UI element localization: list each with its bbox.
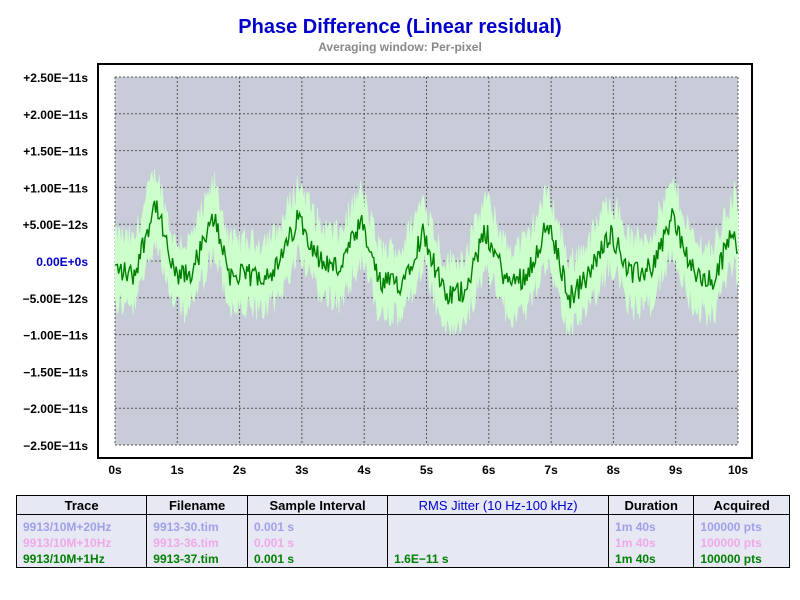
series-line [114,200,739,309]
y-tick-label: +2.00E−11s [23,108,88,122]
cell-acquired: 100000 pts [693,551,790,568]
y-tick-label: +1.50E−11s [23,145,88,159]
header-duration: Duration [608,495,695,515]
header-acquired: Acquired [693,495,790,515]
y-tick-label: 0.00E+0s [36,255,88,269]
y-tick-label: −1.00E−11s [23,329,88,343]
cell-trace: 9913/10M+1Hz [15,551,148,568]
cell-duration: 1m 40s [608,535,695,551]
x-tick-label: 8s [607,463,621,477]
x-tick-label: 7s [544,463,558,477]
y-tick-label: −5.00E−12s [23,292,89,306]
table-row: 9913/10M+1Hz 9913-37.tim 0.001 s 1.6E−11… [15,551,790,568]
cell-trace: 9913/10M+10Hz [15,535,148,551]
cell-jitter [387,535,610,551]
y-tick-label: +2.50E−11s [23,71,88,85]
table-row: 9913/10M+10Hz 9913-36.tim 0.001 s 1m 40s… [15,535,790,551]
x-tick-labels: 0s 1s 2s 3s 4s 5s 6s 7s 8s 9s 10s [108,463,748,477]
cell-filename: 9913-37.tim [146,551,248,568]
noise-band [114,168,739,335]
cell-interval: 0.001 s [246,514,389,535]
cell-jitter: 1.6E−11 s [387,551,610,568]
chart-subtitle: Averaging window: Per-pixel [318,40,482,54]
x-tick-label: 2s [233,463,247,477]
y-tick-labels: +2.50E−11s +2.00E−11s +1.50E−11s +1.00E−11s… [23,71,89,453]
chart-title: Phase Difference (Linear residual) [238,16,562,38]
cell-interval: 0.001 s [246,551,389,568]
cell-duration: 1m 40s [608,514,695,535]
y-tick-label: +5.00E−12s [23,218,89,232]
legend-table: Trace Filename Sample Interval RMS Jitte… [15,495,790,568]
cell-trace: 9913/10M+20Hz [15,514,148,535]
y-tick-label: −2.50E−11s [23,439,88,453]
header-filename: Filename [146,495,248,515]
x-tick-label: 4s [358,463,372,477]
x-tick-label: 10s [728,463,748,477]
y-tick-label: +1.00E−11s [23,181,88,195]
chart-svg: +2.50E−11s +2.00E−11s +1.50E−11s +1.00E−11s… [23,63,753,477]
cell-duration: 1m 40s [608,551,695,568]
y-tick-label: −2.00E−11s [23,402,88,416]
x-tick-label: 1s [171,463,185,477]
x-tick-label: 5s [420,463,434,477]
x-tick-label: 9s [669,463,683,477]
header-interval: Sample Interval [246,495,389,515]
header-jitter: RMS Jitter (10 Hz-100 kHz) [387,495,610,515]
series-lines [114,200,739,309]
cell-filename: 9913-36.tim [146,535,248,551]
cell-jitter [387,514,610,535]
x-tick-label: 6s [482,463,496,477]
series-noise-band [114,168,739,335]
x-tick-label: 0s [108,463,122,477]
x-tick-label: 3s [295,463,309,477]
cell-interval: 0.001 s [246,535,389,551]
table-row: 9913/10M+20Hz 9913-30.tim 0.001 s 1m 40s… [15,514,790,535]
cell-acquired: 100000 pts [693,535,790,551]
cell-filename: 9913-30.tim [146,514,248,535]
cell-acquired: 100000 pts [693,514,790,535]
header-trace: Trace [15,495,148,515]
y-tick-label: −1.50E−11s [23,365,88,379]
